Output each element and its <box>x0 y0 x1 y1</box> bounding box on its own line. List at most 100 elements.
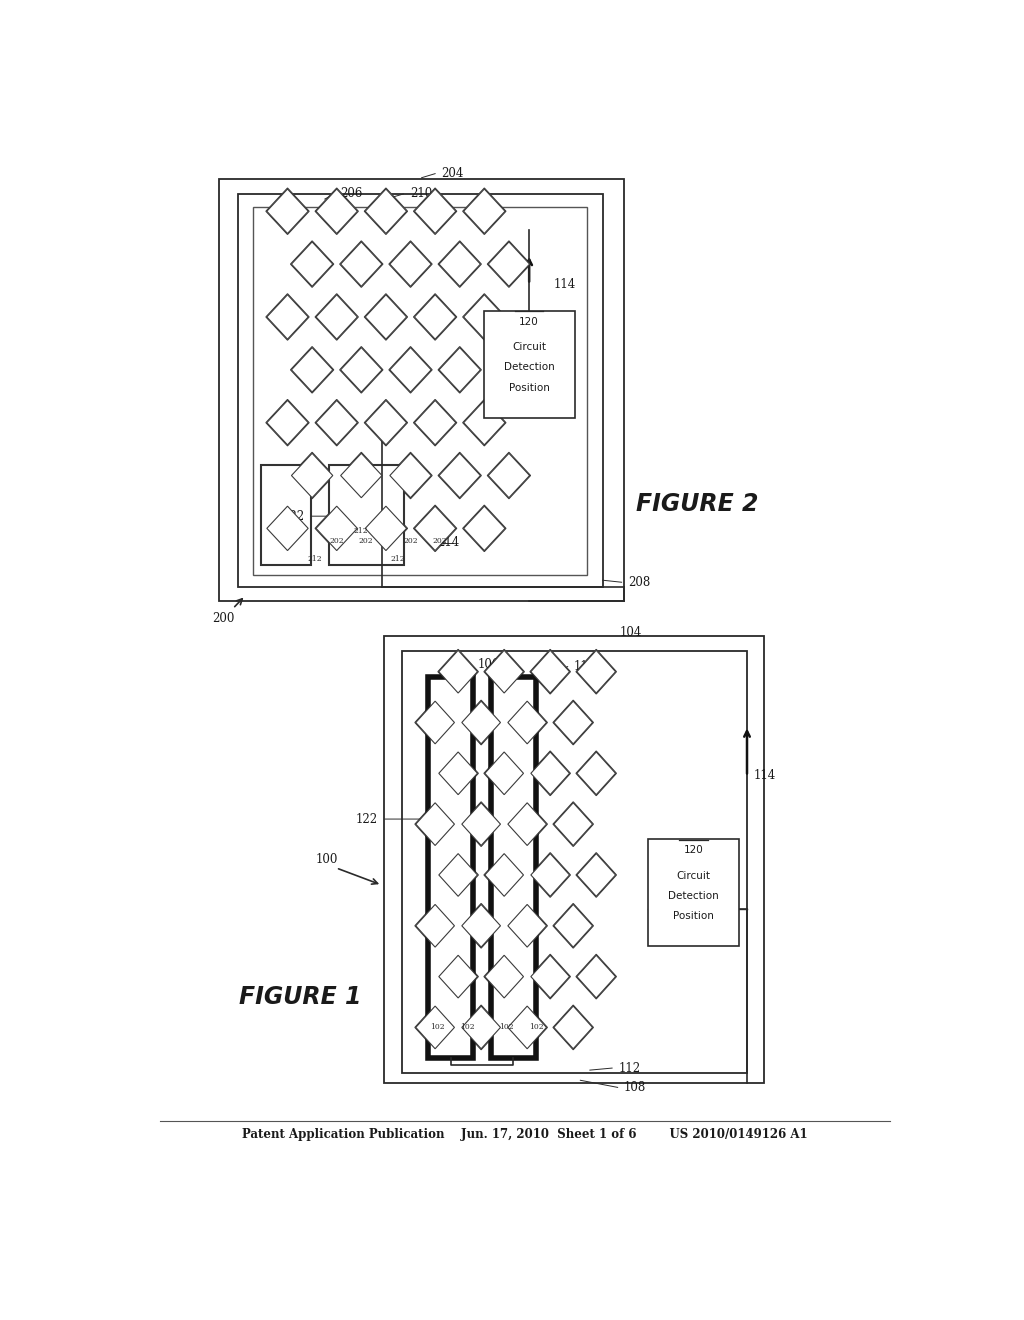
Polygon shape <box>438 751 478 796</box>
Polygon shape <box>462 1006 501 1049</box>
Text: 120: 120 <box>684 845 703 855</box>
Polygon shape <box>438 347 481 393</box>
Polygon shape <box>508 1006 547 1049</box>
Polygon shape <box>461 903 502 948</box>
Polygon shape <box>266 506 309 552</box>
Bar <box>648 840 739 946</box>
Text: 102: 102 <box>430 1023 444 1031</box>
Polygon shape <box>438 453 481 499</box>
Polygon shape <box>507 801 548 846</box>
Polygon shape <box>390 347 431 392</box>
Polygon shape <box>553 801 594 846</box>
Text: 120: 120 <box>519 317 539 326</box>
Polygon shape <box>416 1006 455 1049</box>
Polygon shape <box>530 751 570 796</box>
Polygon shape <box>484 752 523 795</box>
Text: 212: 212 <box>307 554 322 562</box>
Polygon shape <box>488 242 529 286</box>
Polygon shape <box>366 189 407 234</box>
Polygon shape <box>366 294 407 339</box>
Text: 222: 222 <box>282 510 304 523</box>
Polygon shape <box>488 453 529 498</box>
Polygon shape <box>463 400 506 446</box>
Polygon shape <box>484 854 523 896</box>
Polygon shape <box>463 187 506 235</box>
Bar <box>384 636 765 1084</box>
Polygon shape <box>439 347 480 392</box>
Polygon shape <box>487 453 530 499</box>
Polygon shape <box>577 854 615 896</box>
Polygon shape <box>484 651 523 693</box>
Polygon shape <box>530 651 569 693</box>
Polygon shape <box>365 400 408 446</box>
Text: 214: 214 <box>437 536 460 549</box>
Text: Circuit: Circuit <box>512 342 546 352</box>
Polygon shape <box>390 242 431 286</box>
Polygon shape <box>508 701 547 744</box>
Polygon shape <box>484 956 523 998</box>
Polygon shape <box>365 294 408 341</box>
Polygon shape <box>267 400 308 445</box>
Polygon shape <box>463 506 506 552</box>
Polygon shape <box>439 752 477 795</box>
Polygon shape <box>507 700 548 744</box>
Polygon shape <box>577 752 615 795</box>
Polygon shape <box>438 954 478 999</box>
Polygon shape <box>553 903 594 948</box>
Polygon shape <box>484 649 524 694</box>
Polygon shape <box>365 187 408 235</box>
Polygon shape <box>366 400 407 445</box>
Polygon shape <box>439 854 477 896</box>
Polygon shape <box>365 506 408 552</box>
Text: Position: Position <box>509 383 550 392</box>
Polygon shape <box>438 853 478 898</box>
Polygon shape <box>488 347 529 392</box>
Polygon shape <box>484 954 524 999</box>
Polygon shape <box>463 294 506 341</box>
Polygon shape <box>316 189 357 234</box>
Text: 106: 106 <box>477 659 500 671</box>
Polygon shape <box>507 1005 548 1049</box>
Polygon shape <box>553 700 594 744</box>
Polygon shape <box>316 294 357 339</box>
Polygon shape <box>414 187 457 235</box>
Polygon shape <box>291 347 334 393</box>
Polygon shape <box>291 453 334 499</box>
Polygon shape <box>464 400 505 445</box>
Polygon shape <box>484 751 524 796</box>
Polygon shape <box>530 752 569 795</box>
Text: Detection: Detection <box>504 363 555 372</box>
Polygon shape <box>315 506 358 552</box>
Bar <box>490 677 536 1057</box>
Polygon shape <box>415 700 456 744</box>
Polygon shape <box>291 240 334 288</box>
Polygon shape <box>315 294 358 341</box>
Polygon shape <box>415 400 456 445</box>
Polygon shape <box>462 701 501 744</box>
Text: 110: 110 <box>574 660 596 673</box>
Polygon shape <box>389 240 432 288</box>
Text: 102: 102 <box>461 1023 475 1031</box>
Bar <box>329 466 404 565</box>
Polygon shape <box>462 803 501 846</box>
Polygon shape <box>575 751 616 796</box>
Polygon shape <box>415 903 456 948</box>
Polygon shape <box>553 1005 594 1049</box>
Polygon shape <box>316 506 357 550</box>
Text: 206: 206 <box>341 187 364 201</box>
Text: 114: 114 <box>553 279 575 290</box>
Polygon shape <box>554 1006 593 1049</box>
Bar <box>483 312 574 417</box>
Polygon shape <box>487 240 530 288</box>
Polygon shape <box>575 853 616 898</box>
Polygon shape <box>487 347 530 393</box>
Polygon shape <box>508 904 547 948</box>
Text: 202: 202 <box>330 536 344 545</box>
Bar <box>428 677 473 1057</box>
Polygon shape <box>341 347 382 392</box>
Polygon shape <box>416 701 455 744</box>
Polygon shape <box>414 400 457 446</box>
Polygon shape <box>530 956 569 998</box>
Bar <box>238 194 602 587</box>
Polygon shape <box>340 240 383 288</box>
